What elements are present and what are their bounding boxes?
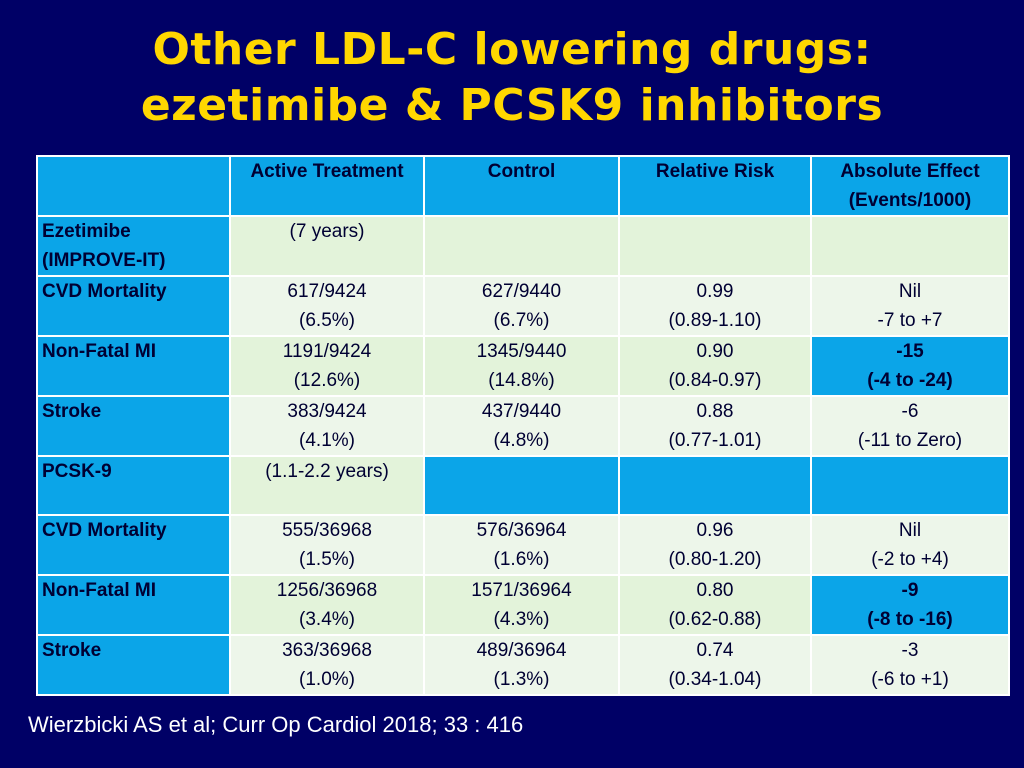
control-cell [423, 215, 620, 277]
active-cell: 1256/36968 (3.4%) [229, 574, 425, 636]
row-label: Stroke [36, 395, 231, 457]
rr-cell: 0.96 (0.80-1.20) [618, 514, 812, 576]
rr-cell: 0.99 (0.89-1.10) [618, 275, 812, 337]
row-label: PCSK-9 [36, 455, 231, 516]
table-row-eze-non-fatal-mi: Non-Fatal MI 1191/9424 (12.6%) 1345/9440(… [36, 335, 1010, 397]
slide-title: Other LDL-C lowering drugs: ezetimibe & … [0, 22, 1024, 134]
citation: Wierzbicki AS et al; Curr Op Cardiol 201… [28, 712, 524, 737]
active-cell: 383/9424 (4.1%) [229, 395, 425, 457]
header-row: Active Treatment Control Relative Risk A… [36, 155, 1010, 217]
title-line-2: ezetimibe & PCSK9 inhibitors [140, 80, 884, 131]
control-cell: 627/9440 (6.7%) [423, 275, 620, 337]
control-cell: 576/36964 (1.6%) [423, 514, 620, 576]
row-label: CVD Mortality [36, 275, 231, 337]
row-label: CVD Mortality [36, 514, 231, 576]
table-row-pcsk9-stroke: Stroke 363/36968 (1.0%) 489/36964 (1.3%) 0… [36, 634, 1010, 696]
active-cell: 617/9424 (6.5%) [229, 275, 425, 337]
header-control: Control [423, 155, 620, 217]
header-relative-risk: Relative Risk [618, 155, 812, 217]
active-cell: 555/36968 (1.5%) [229, 514, 425, 576]
control-cell: 489/36964 (1.3%) [423, 634, 620, 696]
control-cell: 1571/36964 (4.3%) [423, 574, 620, 636]
abs-cell-highlight: -15 (-4 to -24) [810, 335, 1010, 397]
row-label: Ezetimibe (IMPROVE-IT) [36, 215, 231, 277]
control-cell: 437/9440 (4.8%) [423, 395, 620, 457]
header-absolute-effect: Absolute Effect (Events/1000) [810, 155, 1010, 217]
active-cell: (1.1-2.2 years) [229, 455, 425, 516]
abs-cell [810, 455, 1010, 516]
rr-cell [618, 215, 812, 277]
header-active-treatment: Active Treatment [229, 155, 425, 217]
rr-cell: 0.88 (0.77-1.01) [618, 395, 812, 457]
results-table: Active Treatment Control Relative Risk A… [36, 155, 1010, 696]
abs-cell: -3 (-6 to +1) [810, 634, 1010, 696]
table-row-eze-cvd-mortality: CVD Mortality 617/9424 (6.5%) 627/9440 (6.… [36, 275, 1010, 337]
rr-cell: 0.90 (0.84-0.97) [618, 335, 812, 397]
active-cell: 1191/9424 (12.6%) [229, 335, 425, 397]
rr-cell: 0.74 (0.34-1.04) [618, 634, 812, 696]
rr-cell [618, 455, 812, 516]
table-row-pcsk9-cvd-mortality: CVD Mortality 555/36968 (1.5%) 576/36964(… [36, 514, 1010, 576]
control-cell: 1345/9440 (14.8%) [423, 335, 620, 397]
table-row-pcsk9-non-fatal-mi: Non-Fatal MI 1256/36968 (3.4%) 1571/36964… [36, 574, 1010, 636]
row-label: Non-Fatal MI [36, 335, 231, 397]
table-row-ezetimibe: Ezetimibe (IMPROVE-IT) (7 years) [36, 215, 1010, 277]
title-line-1: Other LDL-C lowering drugs: [152, 24, 872, 75]
table-row-eze-stroke: Stroke 383/9424 (4.1%) 437/9440 (4.8%) 0.8… [36, 395, 1010, 457]
table-row-pcsk9: PCSK-9 (1.1-2.2 years) [36, 455, 1010, 516]
abs-cell: Nil -7 to +7 [810, 275, 1010, 337]
row-label: Stroke [36, 634, 231, 696]
row-label: Non-Fatal MI [36, 574, 231, 636]
active-cell: (7 years) [229, 215, 425, 277]
active-cell: 363/36968 (1.0%) [229, 634, 425, 696]
abs-cell: Nil (-2 to +4) [810, 514, 1010, 576]
control-cell [423, 455, 620, 516]
header-empty-cell [36, 155, 231, 217]
abs-cell [810, 215, 1010, 277]
rr-cell: 0.80 (0.62-0.88) [618, 574, 812, 636]
abs-cell: -6 (-11 to Zero) [810, 395, 1010, 457]
abs-cell-highlight: -9 (-8 to -16) [810, 574, 1010, 636]
